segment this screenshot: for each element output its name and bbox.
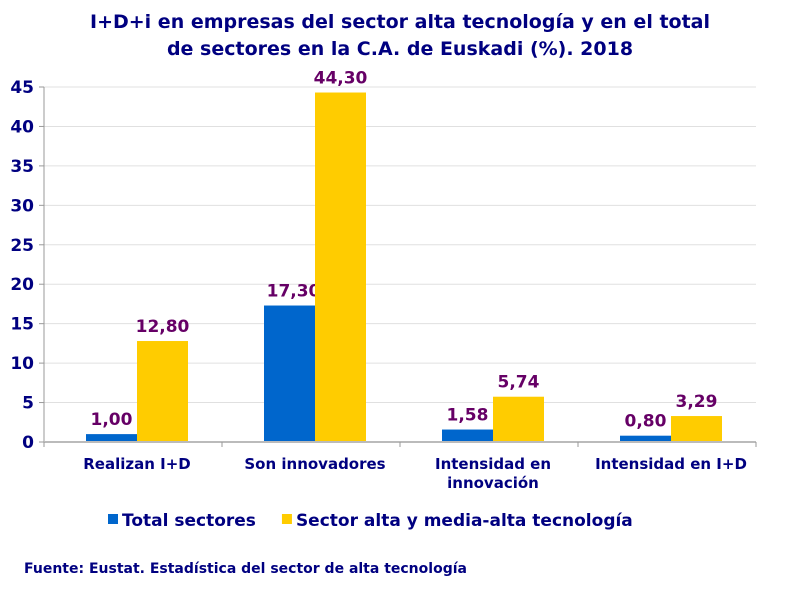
source-note: Fuente: Eustat. Estadística del sector d… <box>24 561 467 577</box>
x-tick-label: Intensidad en I+D <box>595 455 747 473</box>
y-tick-label: 15 <box>10 315 34 335</box>
chart-title-line-2: de sectores en la C.A. de Euskadi (%). 2… <box>167 38 633 60</box>
x-tick-label: innovación <box>447 474 539 492</box>
bar <box>493 396 544 442</box>
data-label: 12,80 <box>136 317 190 337</box>
legend-label: Total sectores <box>122 511 256 531</box>
data-label: 44,30 <box>314 69 368 89</box>
bar <box>264 305 315 442</box>
data-label: 17,30 <box>267 282 321 302</box>
bar <box>137 341 188 442</box>
y-tick-label: 20 <box>10 275 34 295</box>
bar <box>442 429 493 442</box>
bar <box>671 416 722 442</box>
bar <box>620 435 671 442</box>
data-label: 0,80 <box>625 412 667 432</box>
y-tick-label: 25 <box>10 236 34 256</box>
bar <box>315 92 366 443</box>
bar <box>86 434 137 442</box>
chart-title-line-1: I+D+i en empresas del sector alta tecnol… <box>90 11 710 33</box>
legend-swatch <box>281 514 292 524</box>
y-tick-label: 35 <box>10 157 34 177</box>
y-tick-label: 10 <box>10 354 34 374</box>
y-tick-label: 40 <box>10 117 34 137</box>
y-tick-label: 30 <box>10 196 34 216</box>
y-tick-label: 0 <box>22 433 34 453</box>
y-tick-label: 5 <box>22 394 34 414</box>
legend-label: Sector alta y media-alta tecnología <box>296 511 633 531</box>
legend-swatch <box>108 514 118 524</box>
y-tick-label: 45 <box>10 78 34 98</box>
data-label: 1,00 <box>91 410 133 430</box>
data-label: 3,29 <box>676 392 718 412</box>
x-tick-label: Realizan I+D <box>83 455 190 473</box>
data-label: 1,58 <box>447 406 489 426</box>
x-tick-label: Intensidad en <box>435 455 551 473</box>
x-tick-label: Son innovadores <box>244 455 385 473</box>
data-label: 5,74 <box>498 373 540 393</box>
